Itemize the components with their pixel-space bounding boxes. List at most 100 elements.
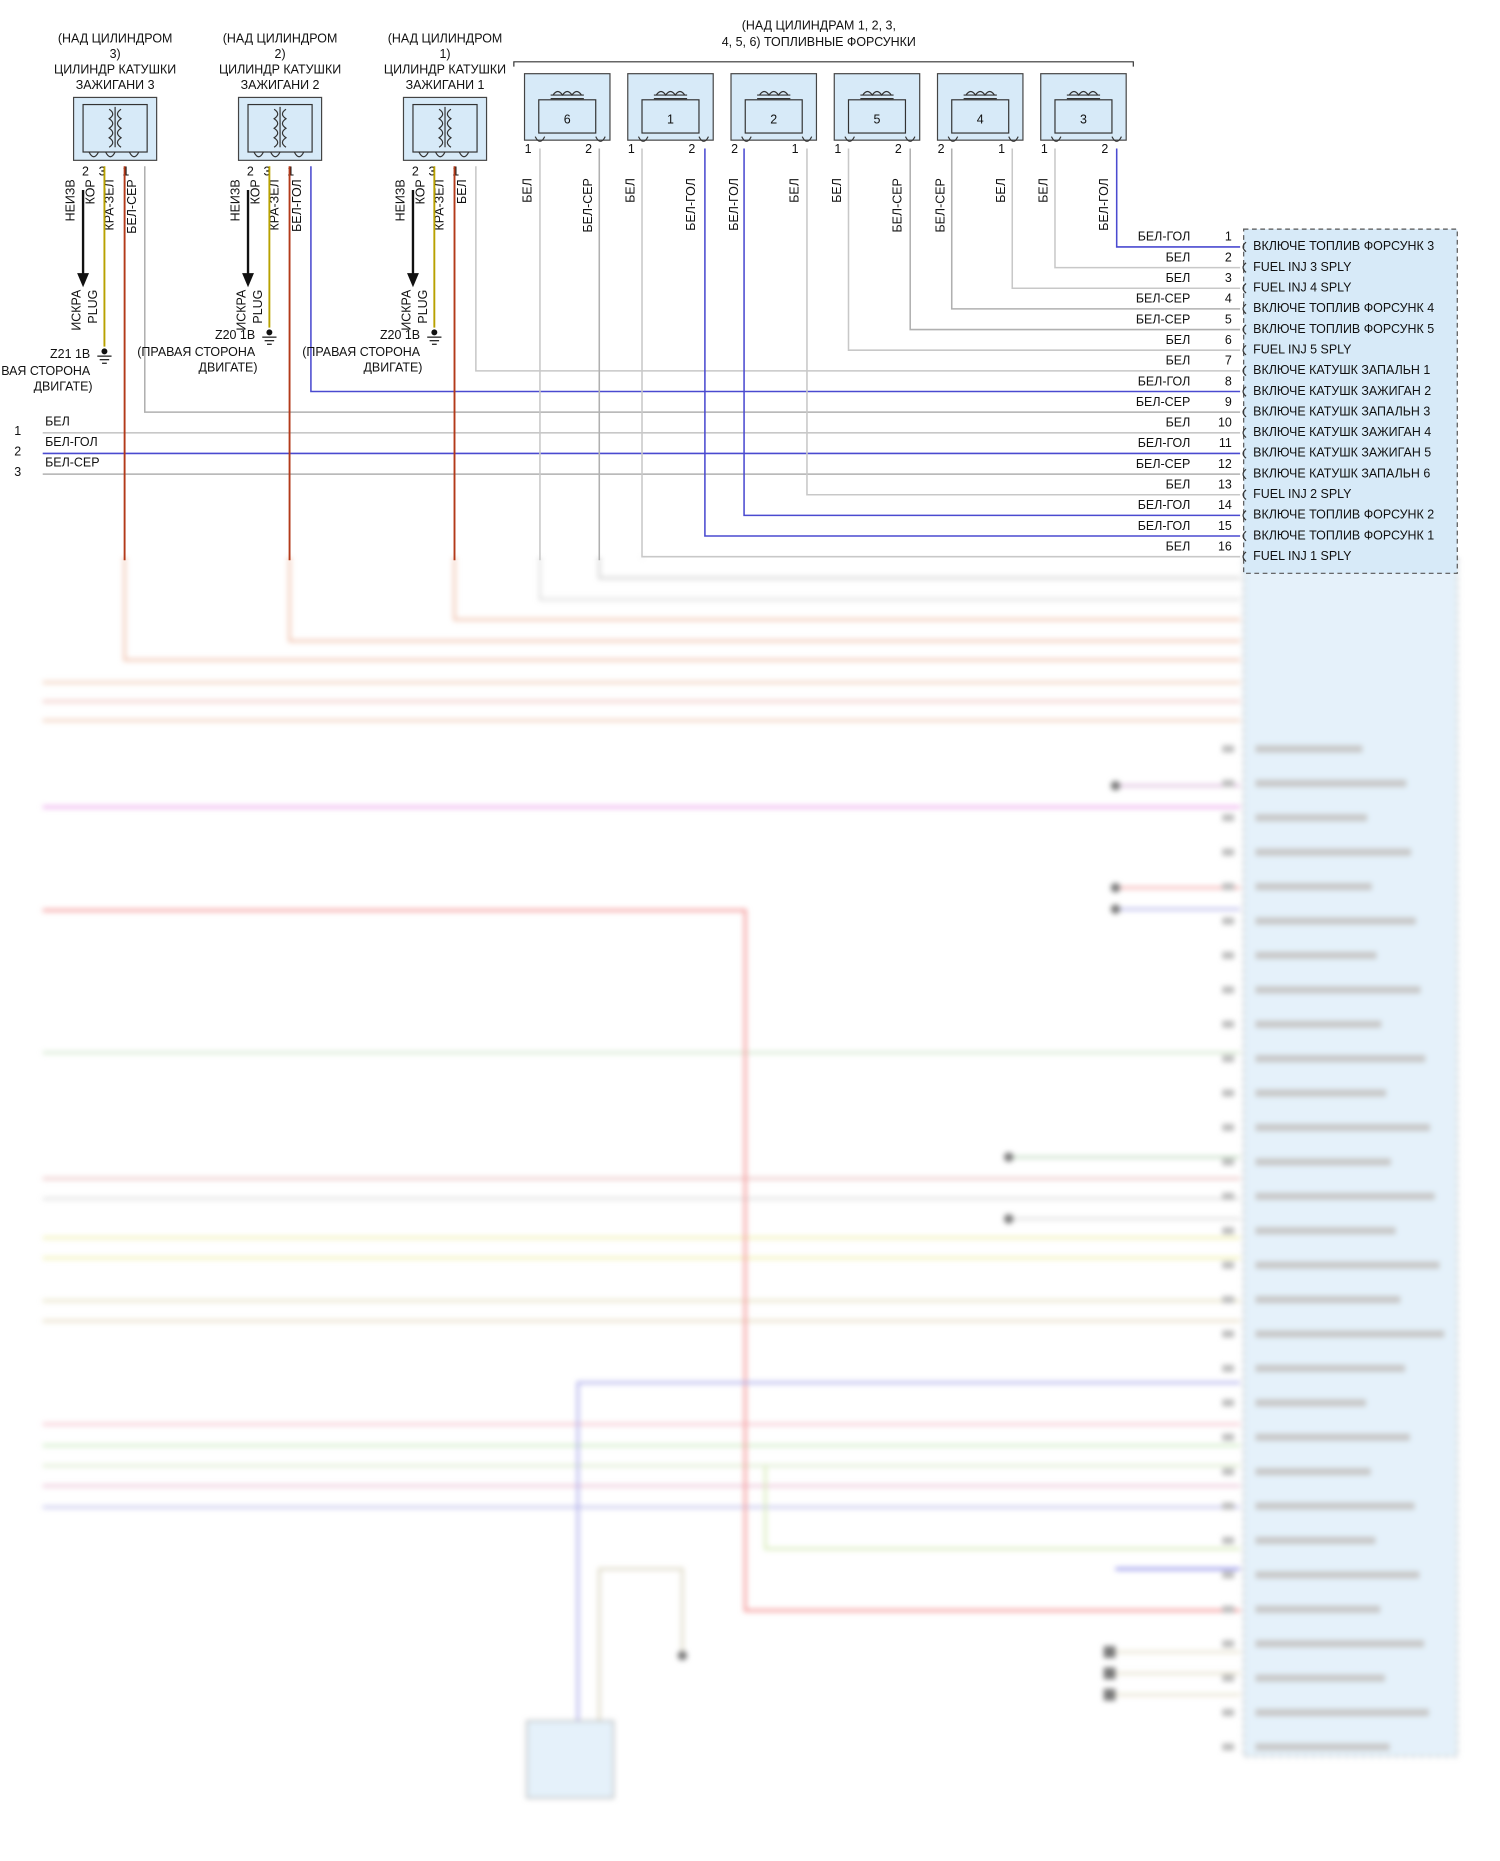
pin-number: 16 — [1218, 539, 1232, 553]
blurred-text — [1255, 1261, 1440, 1269]
blurred-text — [1222, 951, 1235, 959]
blurred-text — [1255, 1743, 1390, 1751]
injector-wire-label: БЕЛ-СЕР — [933, 178, 947, 232]
blurred-text — [1255, 986, 1421, 994]
blurred-text — [1255, 1296, 1401, 1304]
injector-pin — [1050, 136, 1062, 142]
blurred-text — [1255, 1123, 1430, 1132]
injector-inner — [641, 99, 700, 134]
blurred-text — [1222, 1743, 1235, 1751]
blurred-text — [1255, 1571, 1420, 1579]
injector-wire-label: БЕЛ-СЕР — [581, 178, 595, 232]
injector-inner — [847, 99, 907, 134]
coil-winding — [438, 106, 453, 148]
pin-socket — [1242, 510, 1247, 521]
injector-box — [833, 73, 921, 141]
blurred-text — [1222, 1605, 1235, 1613]
coil-wire-label: КРА-ЗЕЛ — [268, 179, 282, 230]
pin-socket — [1242, 448, 1247, 459]
blurred-text — [1222, 1261, 1235, 1269]
blurred-text — [1222, 986, 1235, 994]
pin-name: ВКЛЮЧЕ ТОПЛИВ ФОРСУНК 4 — [1253, 301, 1434, 315]
injector-wire-label: БЕЛ — [520, 178, 534, 203]
blurred-text — [1222, 745, 1235, 753]
left-wire-label: БЕЛ-ГОЛ — [45, 435, 98, 449]
wire — [475, 166, 1241, 372]
left-wire-label: БЕЛ-СЕР — [45, 456, 99, 470]
injector-coil — [860, 90, 894, 100]
injector-pin-number: 1 — [998, 142, 1005, 156]
injector-inner — [538, 99, 597, 134]
wire — [598, 557, 1241, 580]
ground-label: (ПРАВАЯ СТОРОНА — [137, 345, 256, 359]
injector-pin — [637, 136, 649, 142]
blurred-text — [1255, 1708, 1429, 1717]
wire-label: БЕЛ-ГОЛ — [1138, 519, 1191, 533]
coil-header: (НАД ЦИЛИНДРОМ — [388, 32, 503, 46]
splice — [1003, 1152, 1014, 1162]
injector-pin-number: 1 — [525, 142, 532, 156]
wire-label: БЕЛ — [1166, 539, 1191, 553]
injector-coil — [550, 90, 584, 100]
injector-number: 6 — [564, 112, 571, 126]
pin-number: 14 — [1218, 498, 1232, 512]
injector-wire-label: БЕЛ — [624, 178, 638, 203]
pin-number: 6 — [1225, 333, 1232, 347]
blurred-text — [1255, 917, 1416, 925]
blurred-text — [1222, 848, 1235, 856]
coil-pin-number: 3 — [99, 164, 106, 178]
injector-pin — [741, 136, 752, 142]
coil-wire-label: БЕЛ-СЕР — [125, 179, 139, 233]
coil-pin-number: 3 — [428, 164, 435, 178]
pin-name: ВКЛЮЧЕ КАТУШК ЗАПАЛЬН 6 — [1253, 466, 1430, 480]
wire-label: БЕЛ-ГОЛ — [1138, 374, 1191, 388]
coil-pin — [418, 151, 429, 158]
pin-number: 5 — [1225, 312, 1232, 326]
coil-wire-label: НЕИЗВ — [393, 179, 407, 221]
left-wire-label: БЕЛ — [45, 414, 70, 428]
injector-header: 4, 5, 6) ТОПЛИВНЫЕ ФОРСУНКИ — [722, 35, 916, 49]
blurred-text — [1222, 1433, 1235, 1441]
coil-wire-label: КОР — [414, 179, 428, 204]
wire — [42, 908, 1241, 1612]
spark-arrowhead — [77, 273, 90, 288]
coil-header: 3) — [110, 47, 121, 61]
injector-box — [936, 73, 1024, 141]
wire — [806, 148, 1241, 496]
injector-pin — [1008, 136, 1019, 142]
injector-inner — [951, 99, 1010, 134]
blurred-text — [1255, 1502, 1415, 1510]
pin-socket — [1242, 324, 1247, 335]
injector-pin-number: 1 — [628, 142, 635, 156]
wire — [909, 148, 1241, 331]
injector-wire-label: БЕЛ-СЕР — [891, 178, 905, 232]
blurred-text — [1222, 1296, 1235, 1304]
blur-veil — [0, 560, 1500, 1861]
blurred-text — [1222, 1502, 1235, 1510]
blurred-text — [1222, 1055, 1235, 1063]
blurred-text — [1255, 1468, 1371, 1476]
injector-wire-label: БЕЛ-ГОЛ — [1097, 178, 1111, 231]
blurred-text — [1222, 1571, 1235, 1579]
blurred-text — [1255, 848, 1411, 856]
blurred-text — [1255, 1055, 1426, 1063]
injector-pin-number: 2 — [585, 142, 592, 156]
pin-name: ВКЛЮЧЕ ТОПЛИВ ФОРСУНК 2 — [1253, 508, 1434, 522]
coil-inner — [247, 103, 313, 153]
injector-pin-number: 2 — [938, 142, 945, 156]
blurred-text — [1255, 1020, 1382, 1028]
blurred-text — [1255, 1192, 1435, 1200]
splice — [1110, 883, 1121, 893]
coil-header: ЦИЛИНДР КАТУШКИ — [219, 62, 341, 76]
wire-label: БЕЛ — [1166, 271, 1191, 285]
coil-pin — [434, 151, 446, 158]
coil-pin — [270, 151, 281, 158]
wire-label: БЕЛ — [1166, 250, 1191, 264]
pin-name: ВКЛЮЧЕ ТОПЛИВ ФОРСУНК 1 — [1253, 528, 1434, 542]
plug-label: ИСКРА — [69, 289, 83, 331]
plug-label: PLUG — [251, 290, 265, 324]
coil-header: ЦИЛИНДР КАТУШКИ — [384, 62, 506, 76]
